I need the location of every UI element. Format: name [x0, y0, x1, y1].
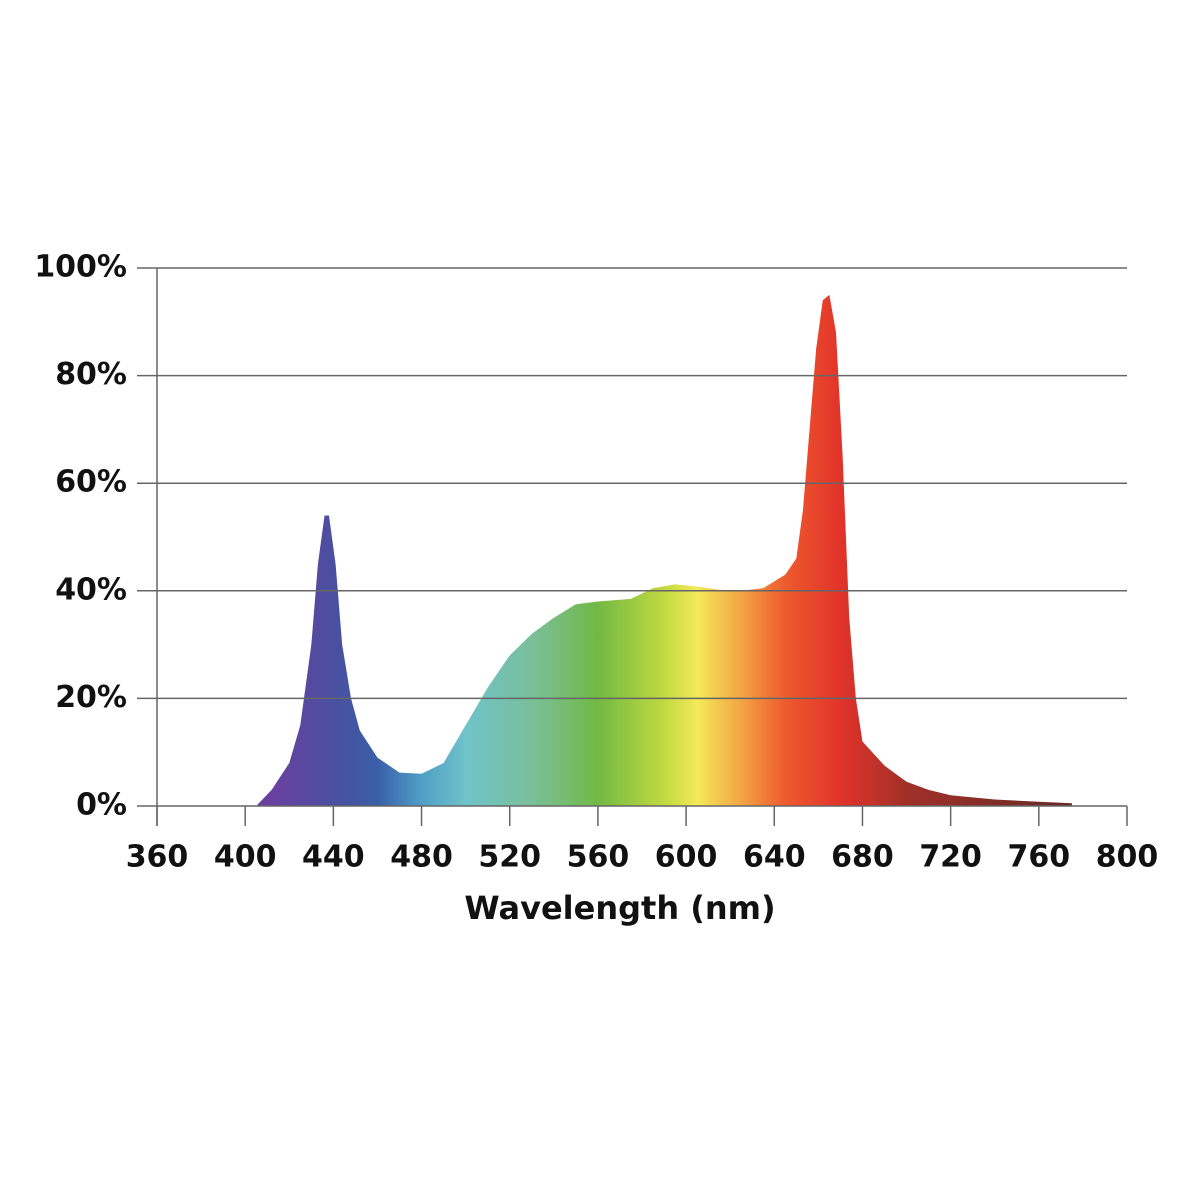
x-axis-title: Wavelength (nm): [464, 889, 775, 927]
x-tick-label: 760: [1008, 840, 1071, 875]
y-tick-label: 100%: [34, 250, 127, 285]
x-tick-label: 480: [390, 840, 453, 875]
x-tick-label: 720: [919, 840, 982, 875]
y-tick-label: 80%: [55, 357, 127, 392]
spectrum-area: [256, 294, 1072, 806]
x-tick-label: 800: [1096, 840, 1159, 875]
x-tick-label: 680: [831, 840, 894, 875]
x-tick-label: 440: [302, 840, 365, 875]
x-tick-label: 400: [214, 840, 277, 875]
x-tick-label: 520: [478, 840, 541, 875]
y-tick-label: 20%: [55, 680, 127, 715]
y-tick-label: 60%: [55, 465, 127, 500]
x-tick-label: 360: [126, 840, 189, 875]
x-tick-label: 640: [743, 840, 806, 875]
y-tick-label: 40%: [55, 572, 127, 607]
x-tick-label: 600: [655, 840, 718, 875]
y-tick-label: 0%: [76, 788, 127, 823]
x-tick-label: 560: [567, 840, 630, 875]
